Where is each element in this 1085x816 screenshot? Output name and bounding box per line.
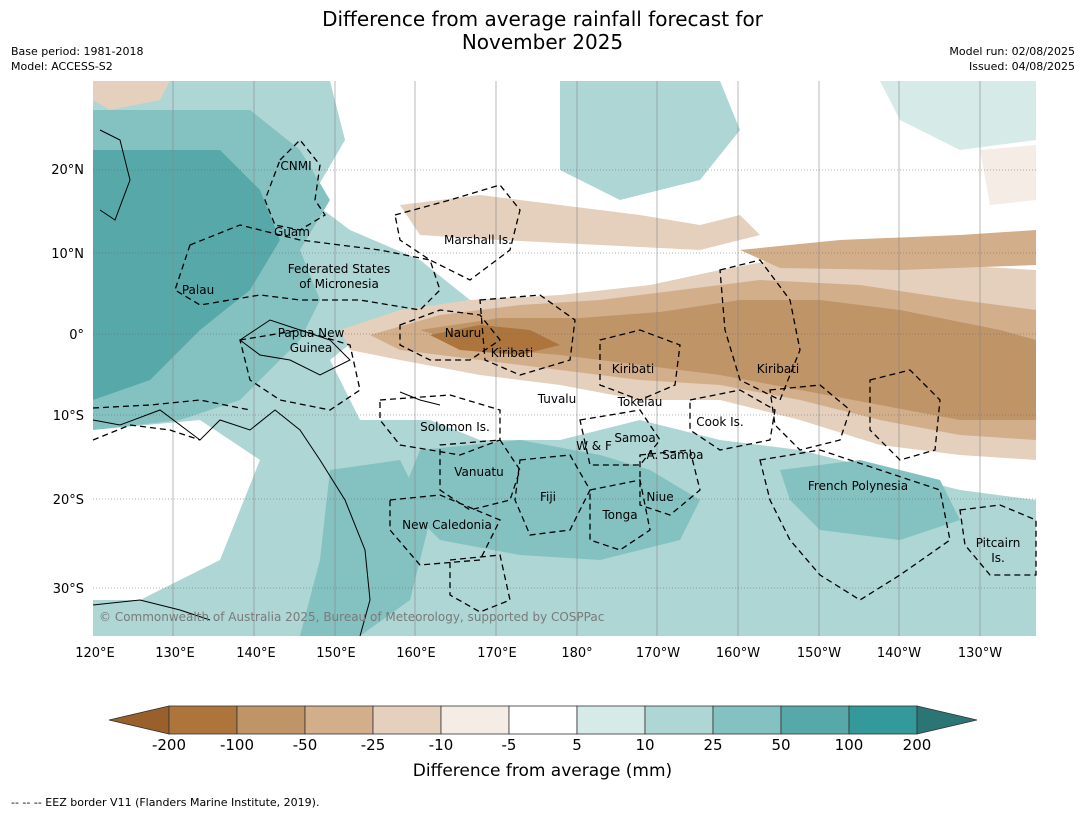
lon-label: 150°W bbox=[797, 646, 841, 661]
colorbar-tick: -25 bbox=[361, 736, 386, 754]
colorbar-segment bbox=[304, 705, 374, 735]
colorbar-tick: 200 bbox=[903, 736, 932, 754]
region-label: Is. bbox=[991, 551, 1005, 565]
colorbar-segment bbox=[576, 705, 646, 735]
lon-label: 140°W bbox=[877, 646, 921, 661]
region-label: CNMI bbox=[280, 159, 311, 173]
region-label: Tonga bbox=[601, 508, 637, 522]
region-label: Kiribati bbox=[491, 346, 533, 360]
colorbar-segment bbox=[372, 705, 442, 735]
lon-label: 180° bbox=[561, 646, 592, 661]
region-label: Federated States bbox=[288, 262, 390, 276]
region-label: Kiribati bbox=[612, 362, 654, 376]
region-label: Tuvalu bbox=[537, 392, 577, 406]
colorbar-extend-low bbox=[108, 705, 170, 735]
chart-title: Difference from average rainfall forecas… bbox=[0, 8, 1085, 54]
region-label: Papua New bbox=[278, 326, 345, 340]
colorbar-tick: -10 bbox=[429, 736, 454, 754]
colorbar-tick: 25 bbox=[703, 736, 722, 754]
region-label: Palau bbox=[182, 283, 214, 297]
lat-label: 10°N bbox=[51, 247, 84, 262]
region-label: Marshall Is. bbox=[444, 233, 512, 247]
lon-label: 130°E bbox=[155, 646, 195, 661]
lon-label: 160°W bbox=[716, 646, 760, 661]
colorbar-segment bbox=[236, 705, 306, 735]
colorbar-extend-high bbox=[916, 705, 978, 735]
colorbar-segment bbox=[440, 705, 510, 735]
colorbar-segment bbox=[712, 705, 782, 735]
colorbar-tick: 5 bbox=[572, 736, 582, 754]
lon-labels: 120°E 130°E 140°E 150°E 160°E 170°E 180°… bbox=[75, 646, 1002, 661]
colorbar-segments bbox=[108, 705, 978, 735]
lat-labels: 20°N 10°N 0° 10°S 20°S 30°S bbox=[51, 163, 84, 597]
region-label: Fiji bbox=[540, 490, 556, 504]
colorbar-segment bbox=[848, 705, 918, 735]
lat-label: 30°S bbox=[53, 582, 84, 597]
lat-label: 10°S bbox=[53, 409, 84, 424]
colorbar-tick: 50 bbox=[771, 736, 790, 754]
colorbar-segment bbox=[644, 705, 714, 735]
footnote: -- -- -- EEZ border V11 (Flanders Marine… bbox=[11, 796, 320, 809]
region-label: of Micronesia bbox=[299, 277, 379, 291]
title-line-1: Difference from average rainfall forecas… bbox=[322, 7, 763, 31]
region-label: Vanuatu bbox=[454, 465, 504, 479]
lon-label: 170°E bbox=[477, 646, 517, 661]
region-label: Solomon Is. bbox=[420, 420, 490, 434]
lon-label: 140°E bbox=[236, 646, 276, 661]
issued-date: Issued: 04/08/2025 bbox=[968, 60, 1075, 73]
lat-label: 0° bbox=[69, 328, 84, 343]
region-label: Pitcairn bbox=[976, 536, 1021, 550]
region-label: Niue bbox=[646, 490, 673, 504]
lat-label: 20°N bbox=[51, 163, 84, 178]
model-run: Model run: 02/08/2025 bbox=[949, 45, 1075, 58]
region-label: French Polynesia bbox=[808, 479, 908, 493]
lon-label: 150°E bbox=[316, 646, 356, 661]
map-field bbox=[93, 81, 1036, 636]
region-label: Guinea bbox=[290, 341, 333, 355]
region-label: Kiribati bbox=[757, 362, 799, 376]
colorbar-tick: -50 bbox=[293, 736, 318, 754]
meta-right: Model run: 02/08/2025 Issued: 04/08/2025 bbox=[949, 44, 1075, 74]
region-label: Guam bbox=[274, 225, 310, 239]
colorbar-segment bbox=[168, 705, 238, 735]
region-label: W & F bbox=[576, 439, 612, 453]
model-name: Model: ACCESS-S2 bbox=[11, 60, 113, 73]
colorbar-tick: -100 bbox=[220, 736, 254, 754]
colorbar-tick: 10 bbox=[635, 736, 654, 754]
colorbar-tick-labels: -200 -100 -50 -25 -10 -5 5 10 25 50 100 … bbox=[152, 736, 931, 754]
colorbar-segment bbox=[780, 705, 850, 735]
lon-label: 170°W bbox=[636, 646, 680, 661]
copyright-text: © Commonwealth of Australia 2025, Bureau… bbox=[99, 610, 604, 624]
lon-label: 120°E bbox=[75, 646, 115, 661]
colorbar-tick: -200 bbox=[152, 736, 186, 754]
map: 20°N 10°N 0° 10°S 20°S 30°S 120°E 130°E … bbox=[51, 81, 1037, 661]
lon-label: 130°W bbox=[958, 646, 1002, 661]
lat-gridlines bbox=[93, 169, 1036, 589]
title-line-2: November 2025 bbox=[461, 30, 624, 54]
coastlines bbox=[92, 129, 441, 637]
region-labels: CNMI Guam Marshall Is. Federated States … bbox=[182, 159, 1020, 565]
base-period: Base period: 1981-2018 bbox=[11, 45, 144, 58]
gridlines bbox=[172, 81, 981, 636]
region-label: Tokelau bbox=[617, 395, 663, 409]
eez-borders bbox=[92, 139, 1037, 613]
region-label: A. Samoa bbox=[647, 448, 704, 462]
meta-left: Base period: 1981-2018 Model: ACCESS-S2 bbox=[11, 44, 143, 74]
lat-label: 20°S bbox=[53, 493, 84, 508]
lon-label: 160°E bbox=[396, 646, 436, 661]
colorbar-segment bbox=[508, 705, 578, 735]
colorbar-tick: 100 bbox=[835, 736, 864, 754]
region-label: Cook Is. bbox=[696, 415, 743, 429]
colorbar: -200 -100 -50 -25 -10 -5 5 10 25 50 100 … bbox=[108, 705, 978, 754]
region-label: New Caledonia bbox=[402, 518, 492, 532]
colorbar-label: Difference from average (mm) bbox=[412, 761, 673, 781]
region-label: Nauru bbox=[445, 326, 481, 340]
colorbar-tick: -5 bbox=[502, 736, 517, 754]
region-label: Samoa bbox=[614, 431, 655, 445]
